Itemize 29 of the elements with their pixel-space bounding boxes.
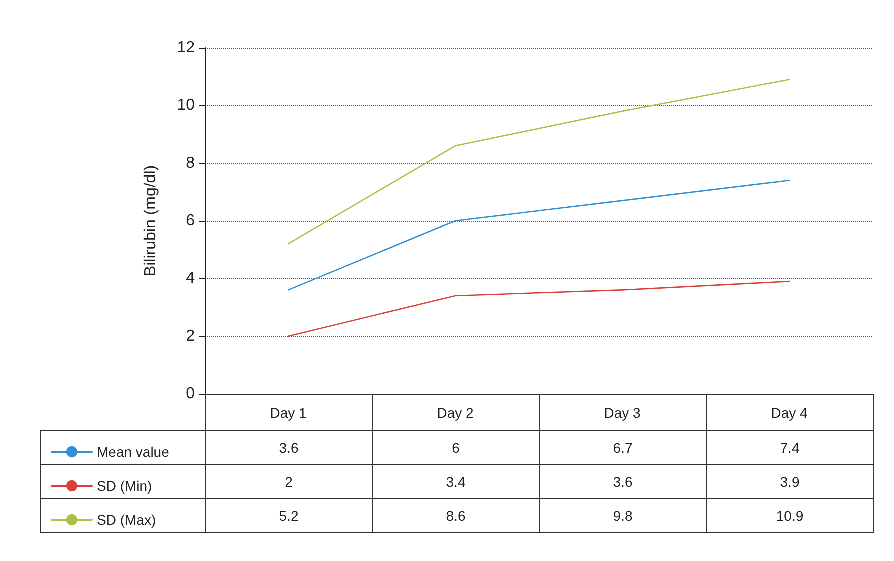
legend-label: SD (Max) bbox=[97, 512, 156, 528]
x-tick-label: Day 1 bbox=[270, 405, 307, 421]
y-tick-label: 6 bbox=[186, 212, 196, 230]
line-series bbox=[288, 79, 790, 245]
data-label: 3.6 bbox=[205, 430, 373, 465]
x-tick-label: Day 4 bbox=[771, 405, 808, 421]
y-tick-label: 12 bbox=[177, 40, 196, 56]
legend-label: Mean value bbox=[97, 444, 170, 460]
y-axis-title: Bilirubin (mg/dl) bbox=[142, 165, 160, 277]
data-label: 3.6 bbox=[539, 464, 707, 499]
legend-label: SD (Min) bbox=[97, 478, 152, 494]
data-label: 6 bbox=[372, 430, 540, 465]
data-label: 7.4 bbox=[706, 430, 874, 465]
y-tick-label: 4 bbox=[186, 270, 196, 288]
x-tick-label: Day 2 bbox=[437, 405, 474, 421]
data-label: 6.7 bbox=[539, 430, 707, 465]
data-label: 5.2 bbox=[205, 498, 373, 533]
y-tick-label: 8 bbox=[186, 154, 196, 172]
x-tick-label: Day 3 bbox=[604, 405, 641, 421]
y-tick-label: 2 bbox=[186, 328, 196, 345]
data-label: 3.4 bbox=[372, 464, 540, 499]
line-series bbox=[288, 180, 790, 291]
data-label: 10.9 bbox=[706, 498, 874, 533]
data-label: 8.6 bbox=[372, 498, 540, 533]
y-tick-label: 10 bbox=[177, 97, 196, 114]
y-tick-label: 0 bbox=[186, 386, 196, 402]
line-series bbox=[288, 280, 790, 337]
data-label: 9.8 bbox=[539, 498, 707, 533]
data-label: 3.9 bbox=[706, 464, 874, 499]
